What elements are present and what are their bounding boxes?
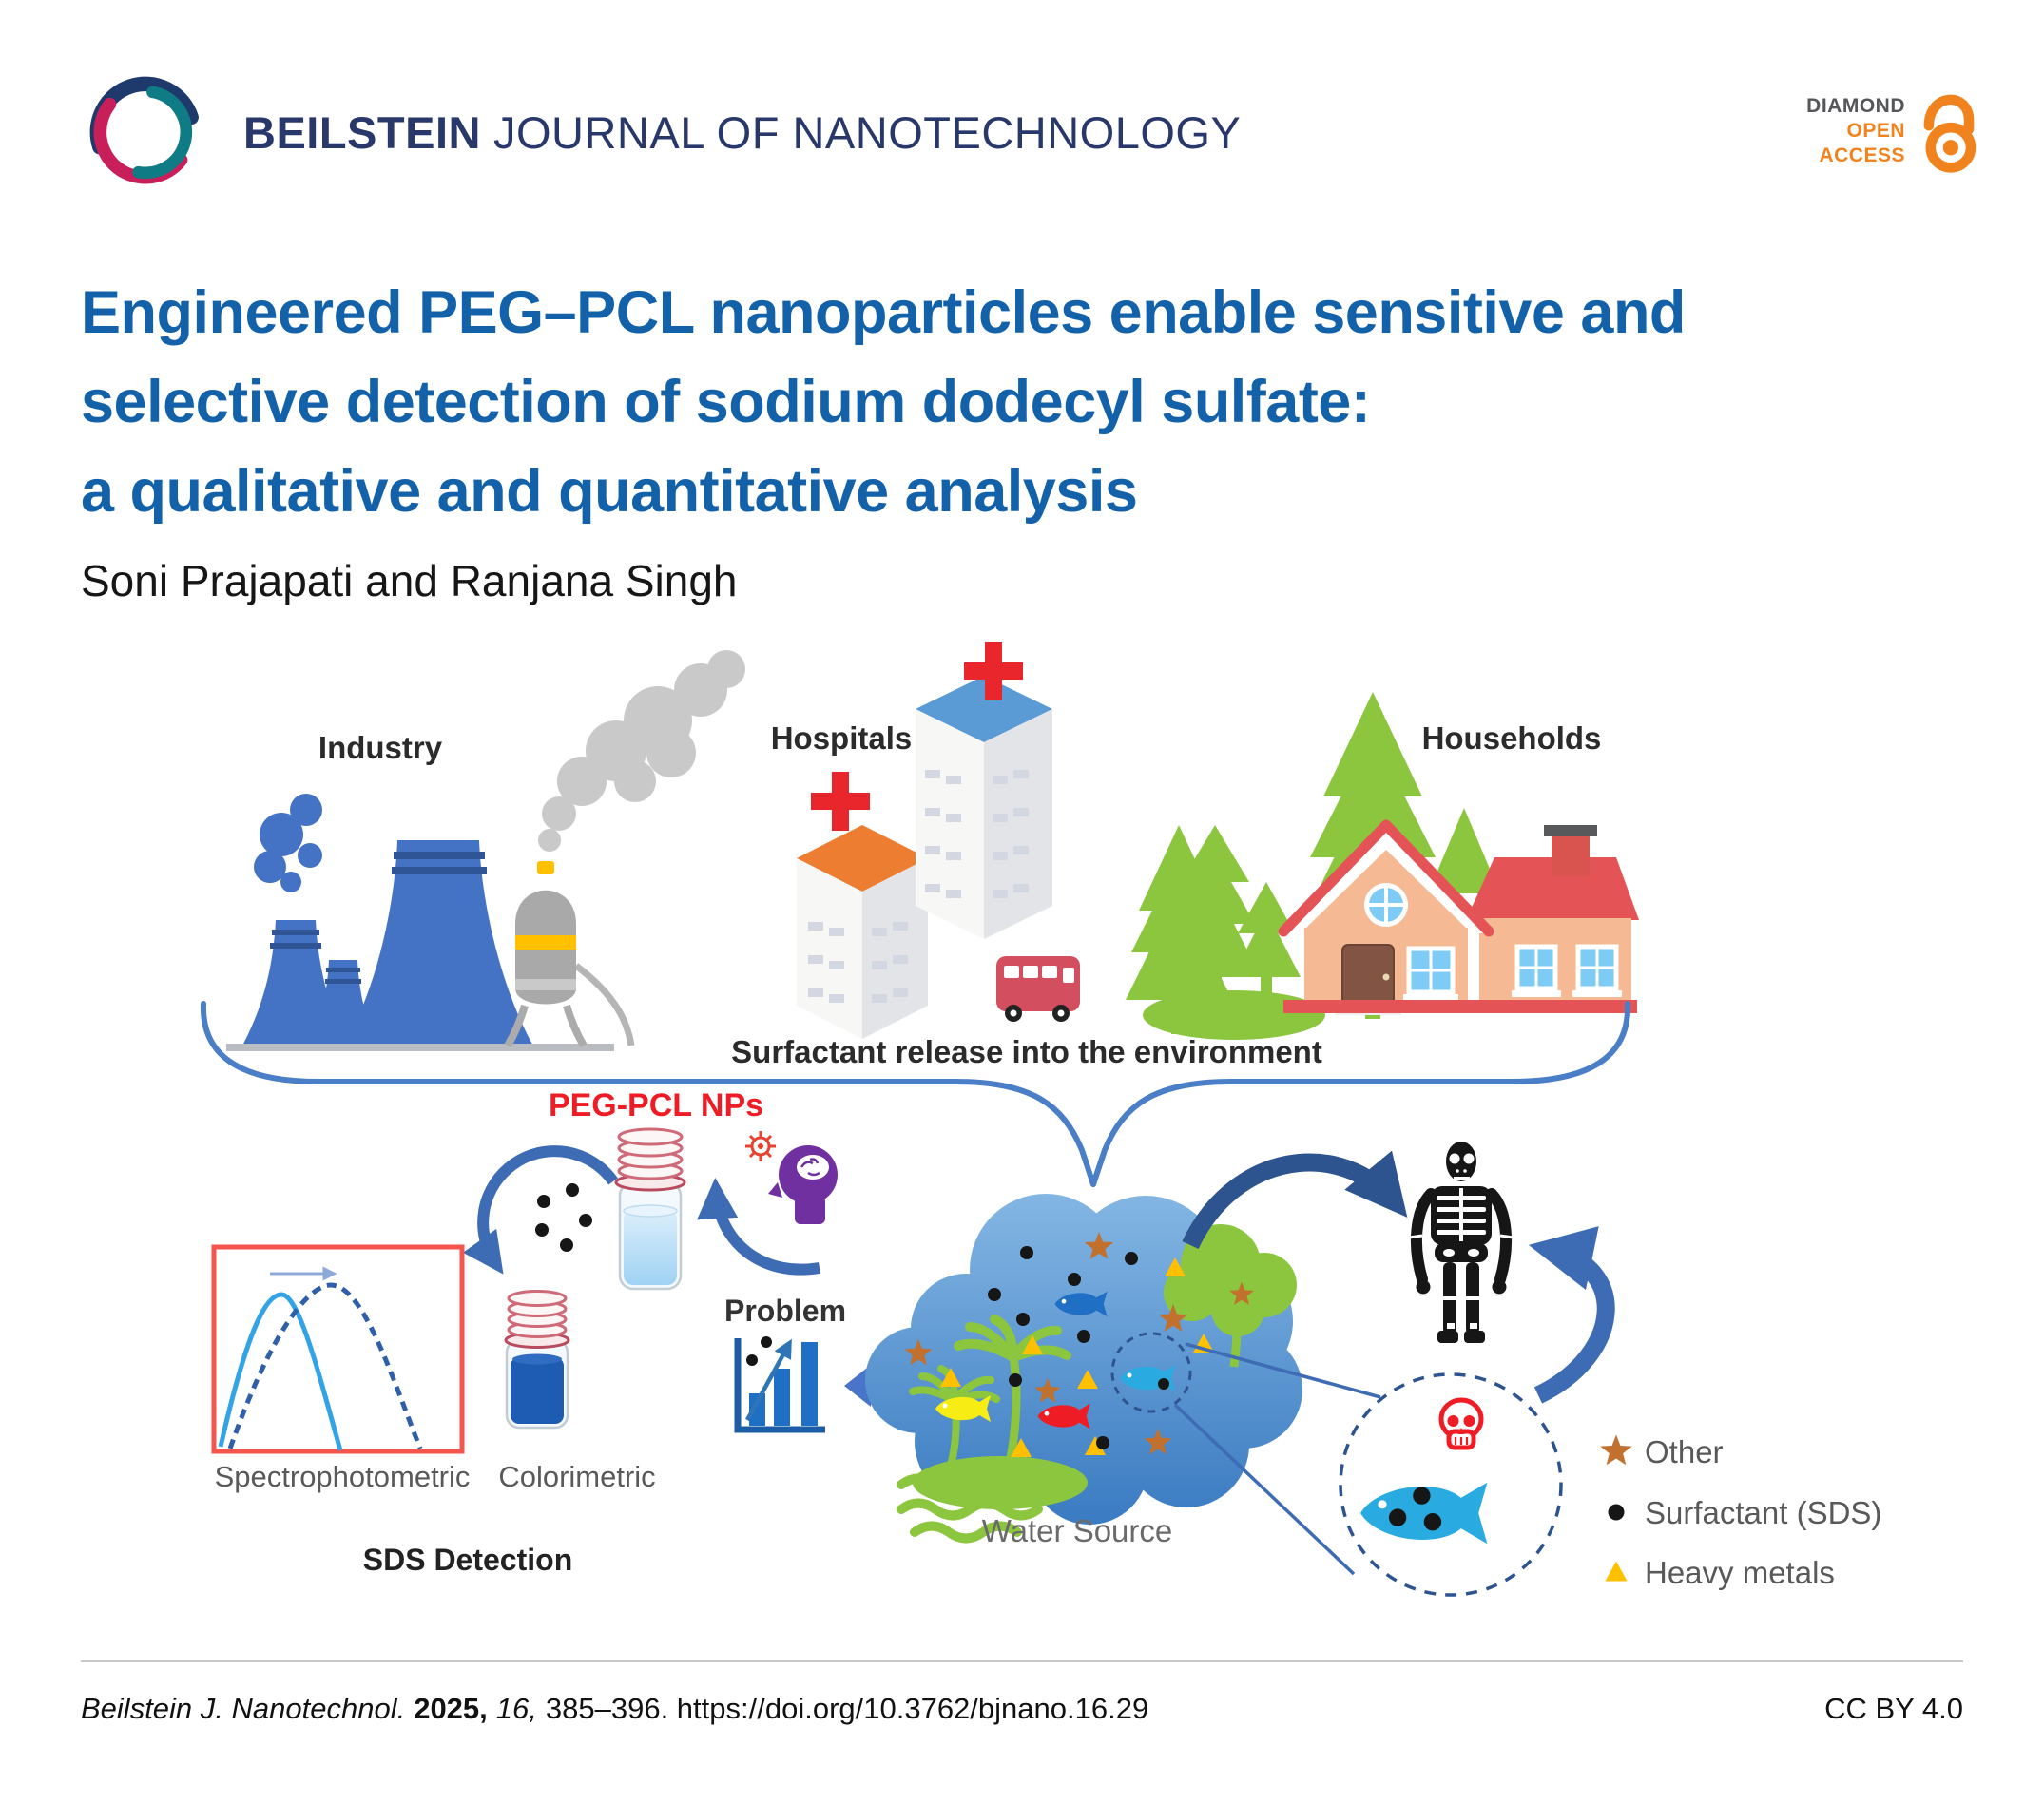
legend-heavy-metals-label: Heavy metals [1645, 1555, 1835, 1590]
magnified-fish-circle [1339, 1372, 1563, 1597]
citation: Beilstein J. Nanotechnol. 2025, 16, 385–396… [81, 1692, 1148, 1726]
human-skeleton-icon [1408, 1142, 1514, 1343]
citation-year: 2025, [414, 1692, 488, 1725]
journal-title-bold: BEILSTEIN [243, 106, 481, 158]
problem-label: Problem [724, 1294, 846, 1328]
article-title: Engineered PEG–PCL nanoparticles enable … [81, 268, 1944, 536]
gray-smoke-icon [538, 650, 745, 852]
badge-diamond-label: DIAMOND [1806, 95, 1905, 117]
peg-pcl-section: PEG-PCL NPs [462, 1087, 763, 1430]
toxic-skull-icon [1438, 1397, 1484, 1450]
water-source-label: Water Source [982, 1513, 1173, 1548]
fish-to-human-arrow [1528, 1226, 1615, 1404]
magnifier-connector-lines [1173, 1342, 1381, 1576]
article-title-line2: selective detection of sodium dodecyl su… [81, 369, 1371, 435]
waves-icon [897, 1473, 1077, 1544]
journal-title-rest: JOURNAL OF NANOTECHNOLOGY [492, 106, 1242, 158]
spectrophotometric-label: Spectrophotometric [215, 1460, 471, 1493]
legend-dot-icon [1608, 1504, 1625, 1521]
journal-header: BEILSTEIN JOURNAL OF NANOTECHNOLOGY [76, 63, 1241, 202]
open-access-lock-icon [1923, 94, 1977, 173]
households-label: Households [1422, 720, 1602, 756]
footer: Beilstein J. Nanotechnol. 2025, 16, 385–396… [81, 1692, 1963, 1726]
water-to-human-arrow [1182, 1150, 1408, 1250]
hospital-building-orange-icon [797, 772, 928, 1039]
ambulance-bus-icon [996, 956, 1080, 1022]
hospitals-scene: Hospitals [771, 642, 1232, 1039]
legend-surfactant-label: Surfactant (SDS) [1645, 1495, 1881, 1530]
badge-access-label: ACCESS [1819, 144, 1905, 166]
article-title-line1: Engineered PEG–PCL nanoparticles enable … [81, 279, 1686, 346]
solution-curved-arrow [697, 1178, 820, 1276]
diamond-open-access-badge: DIAMOND OPEN ACCESS [1780, 87, 1979, 175]
sds-detection-label: SDS Detection [363, 1543, 572, 1577]
colorimetric-label: Colorimetric [498, 1460, 655, 1493]
house-icon [1278, 819, 1639, 1015]
bar-chart-icon [734, 1336, 825, 1433]
footer-divider [81, 1660, 1963, 1662]
magnifier-source-circle [1110, 1332, 1192, 1413]
surfactant-release-label: Surfactant release into the environment [731, 1034, 1322, 1069]
badge-open-label: OPEN [1846, 120, 1905, 142]
industrial-tank-icon [504, 861, 635, 1048]
window-icon [1512, 944, 1622, 997]
factory-cooling-towers-icon [226, 840, 614, 1051]
article-authors: Soni Prajapati and Ranjana Singh [81, 556, 738, 605]
collection-brace-arrow [200, 1001, 1631, 1187]
contaminated-fish-icon [1360, 1482, 1488, 1545]
water-source-scene: Water Source [865, 1194, 1302, 1548]
thinking-head-icon [768, 1145, 838, 1224]
fish-icons [935, 1291, 1175, 1430]
citation-volume: 16, [495, 1692, 537, 1725]
idea-sparkle-icon [745, 1131, 776, 1161]
open-access-badge-text: DIAMOND OPEN ACCESS [1780, 94, 1905, 168]
hospital-building-blue-icon [916, 642, 1052, 939]
industry-scene: Industry [226, 650, 745, 1051]
figure-legend: Other Surfactant (SDS) Heavy metals [1600, 1434, 1881, 1590]
surfactant-dots [988, 1246, 1138, 1449]
blue-smoke-icon [254, 794, 322, 892]
legend-star-icon [1600, 1434, 1632, 1466]
license-label: CC BY 4.0 [1824, 1692, 1963, 1725]
journal-title: BEILSTEIN JOURNAL OF NANOTECHNOLOGY [243, 106, 1241, 159]
nanoparticle-vial-icon [614, 1127, 686, 1291]
hospitals-label: Hospitals [771, 720, 913, 756]
graphical-abstract: Industry [200, 642, 1881, 1597]
citation-pages-doi: 385–396. https://doi.org/10.3762/bjnano.… [545, 1692, 1149, 1725]
spectrophotometric-plot [211, 1244, 465, 1454]
legend-triangle-icon [1605, 1561, 1628, 1582]
households-scene: Households [1143, 692, 1639, 1040]
red-cross-icon [811, 772, 870, 831]
mixing-cycle-arrow [462, 1145, 618, 1275]
beilstein-swirl-logo [89, 76, 199, 184]
industry-label: Industry [318, 730, 443, 765]
peg-pcl-label: PEG-PCL NPs [549, 1087, 763, 1123]
legend-other-label: Other [1645, 1434, 1724, 1469]
citation-journal: Beilstein J. Nanotechnol. [81, 1692, 406, 1725]
article-title-line3: a qualitative and quantitative analysis [81, 458, 1138, 525]
sds-particles-dots [535, 1183, 592, 1252]
colorimetric-vial-icon [504, 1290, 570, 1430]
